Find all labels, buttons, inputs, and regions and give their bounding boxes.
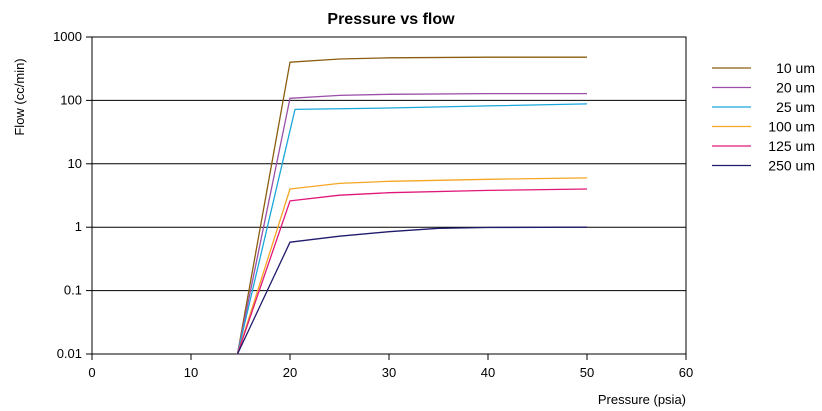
series-line-4 xyxy=(236,177,588,355)
y-tick-label: 100 xyxy=(60,92,82,107)
y-tick-label: 0.1 xyxy=(64,283,82,298)
legend-label: 10 um xyxy=(776,60,815,76)
y-axis-label: Flow (cc/min) xyxy=(12,58,27,135)
x-tick-label: 0 xyxy=(88,365,95,380)
y-tick-label: 1 xyxy=(75,219,82,234)
grid-lines xyxy=(92,36,686,355)
legend-label: 100 um xyxy=(768,119,815,135)
x-tick-label: 20 xyxy=(283,365,297,380)
chart-title: Pressure vs flow xyxy=(327,11,455,28)
x-tick-label: 30 xyxy=(382,365,396,380)
series-line-6 xyxy=(236,226,588,355)
series-lines xyxy=(236,56,588,355)
legend: 10 um 20 um 25 um 100 um 125 um 250 um xyxy=(712,60,815,174)
legend-label: 125 um xyxy=(768,138,815,154)
x-axis: 0 10 20 30 40 50 60 xyxy=(88,354,693,380)
series-line-1 xyxy=(236,56,587,355)
legend-label: 250 um xyxy=(768,158,815,174)
series-line-5 xyxy=(236,188,588,355)
x-axis-label: Pressure (psia) xyxy=(598,392,686,407)
legend-label: 20 um xyxy=(776,80,815,96)
legend-label: 25 um xyxy=(776,99,815,115)
series-line-2 xyxy=(236,92,587,355)
x-tick-label: 40 xyxy=(481,365,495,380)
plot-frame xyxy=(91,36,687,355)
x-tick-label: 50 xyxy=(580,365,594,380)
y-tick-label: 1000 xyxy=(53,29,82,44)
y-axis: 0.01 0.1 1 10 100 1000 xyxy=(53,29,92,361)
series-line-3 xyxy=(236,103,588,355)
x-tick-label: 10 xyxy=(184,365,198,380)
x-tick-label: 60 xyxy=(679,365,693,380)
y-tick-label: 0.01 xyxy=(57,346,82,361)
y-tick-label: 10 xyxy=(68,156,82,171)
